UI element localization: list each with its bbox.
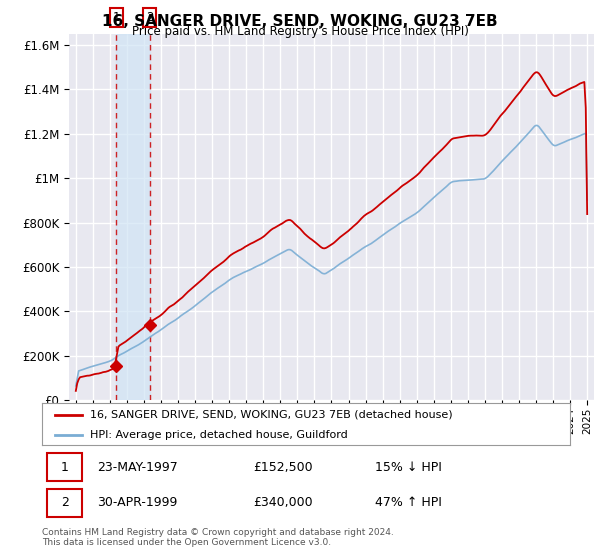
FancyBboxPatch shape [47, 453, 82, 481]
Text: HPI: Average price, detached house, Guildford: HPI: Average price, detached house, Guil… [89, 430, 347, 440]
Bar [116, 34, 149, 400]
Text: 30-APR-1999: 30-APR-1999 [97, 496, 178, 509]
Text: Contains HM Land Registry data © Crown copyright and database right 2024.
This d: Contains HM Land Registry data © Crown c… [42, 528, 394, 547]
Text: 1: 1 [61, 461, 68, 474]
Text: 15% ↓ HPI: 15% ↓ HPI [374, 461, 442, 474]
Text: £340,000: £340,000 [253, 496, 313, 509]
Text: 16, SANGER DRIVE, SEND, WOKING, GU23 7EB (detached house): 16, SANGER DRIVE, SEND, WOKING, GU23 7EB… [89, 410, 452, 420]
Text: 1: 1 [113, 11, 120, 25]
Text: £152,500: £152,500 [253, 461, 313, 474]
Text: 2: 2 [146, 11, 154, 25]
Text: 2: 2 [61, 496, 68, 509]
Text: Price paid vs. HM Land Registry's House Price Index (HPI): Price paid vs. HM Land Registry's House … [131, 25, 469, 38]
Text: 47% ↑ HPI: 47% ↑ HPI [374, 496, 442, 509]
Text: 23-MAY-1997: 23-MAY-1997 [97, 461, 178, 474]
Text: 16, SANGER DRIVE, SEND, WOKING, GU23 7EB: 16, SANGER DRIVE, SEND, WOKING, GU23 7EB [102, 14, 498, 29]
FancyBboxPatch shape [47, 489, 82, 517]
